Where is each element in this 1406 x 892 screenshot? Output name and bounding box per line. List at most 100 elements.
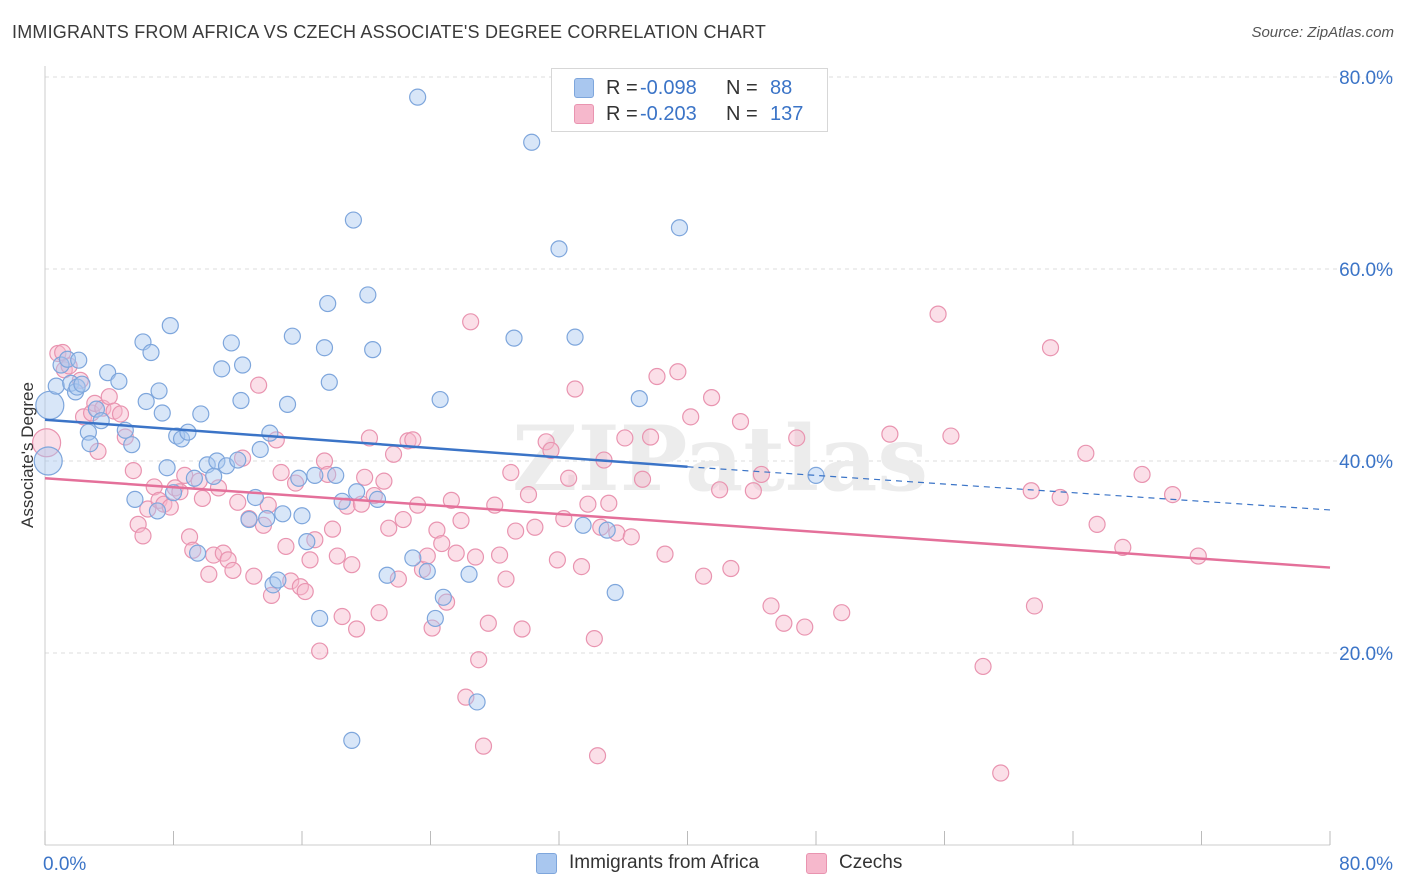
africa-point bbox=[92, 412, 110, 430]
africa-point bbox=[33, 446, 63, 476]
czechs-point bbox=[942, 427, 960, 445]
africa-point bbox=[274, 505, 292, 523]
trend-lines bbox=[44, 418, 1331, 569]
legend-item-czechs[interactable]: Czechs bbox=[806, 852, 902, 874]
czechs-point bbox=[124, 462, 142, 480]
czechs-point bbox=[286, 474, 305, 492]
czechs-point bbox=[669, 363, 687, 381]
czechs-point bbox=[641, 428, 660, 446]
y-tick-label: 60.0% bbox=[1339, 260, 1393, 281]
africa-point bbox=[460, 565, 478, 583]
africa-point bbox=[269, 571, 287, 589]
czechs-point bbox=[277, 537, 295, 556]
africa-point bbox=[306, 466, 324, 484]
czechs-point bbox=[537, 433, 555, 451]
y-axis-label: Associate's Degree bbox=[18, 382, 37, 528]
czechs-point bbox=[722, 559, 740, 578]
africa-point bbox=[566, 328, 584, 346]
africa-point bbox=[47, 377, 65, 395]
africa-point bbox=[574, 516, 592, 534]
czechs-point bbox=[566, 380, 584, 398]
czechs-point bbox=[1163, 486, 1182, 504]
source-label: Source: ZipAtlas.com bbox=[1251, 24, 1394, 41]
legend-item-africa[interactable]: Immigrants from Africa bbox=[536, 852, 759, 874]
czechs-point bbox=[229, 493, 247, 511]
czechs-point bbox=[370, 604, 388, 622]
czechs-point bbox=[219, 551, 237, 569]
africa-point bbox=[168, 427, 186, 445]
czechs-point bbox=[389, 570, 407, 588]
africa-point bbox=[505, 329, 523, 347]
czechs-point bbox=[788, 429, 806, 447]
legend-swatch-africa bbox=[574, 78, 594, 98]
czechs-point bbox=[633, 470, 652, 488]
r-value: -0.203 bbox=[640, 102, 697, 125]
r-label: R = bbox=[606, 102, 638, 125]
czechs-point bbox=[272, 463, 290, 482]
africa-point bbox=[188, 544, 207, 562]
n-value: 88 bbox=[770, 76, 793, 99]
africa-point bbox=[434, 588, 452, 606]
czechs-point bbox=[343, 556, 361, 574]
series-legend: Immigrants from Africa Czechs bbox=[0, 852, 1406, 878]
czechs-point bbox=[542, 441, 560, 460]
africa-point bbox=[153, 404, 171, 422]
africa-point bbox=[137, 392, 155, 411]
africa-point bbox=[343, 731, 361, 749]
czechs-point bbox=[519, 486, 538, 504]
czechs-point bbox=[992, 764, 1010, 782]
czechs-point bbox=[470, 651, 488, 669]
africa-point bbox=[606, 583, 624, 602]
czechs-point bbox=[462, 313, 480, 331]
czechs-point bbox=[394, 510, 412, 529]
czechs-point bbox=[296, 582, 314, 601]
czechs-point bbox=[648, 367, 666, 386]
czechs-point bbox=[656, 545, 674, 563]
tick-labels: 20.0% 40.0% 60.0% 80.0% 0.0% 80.0% bbox=[43, 68, 1393, 875]
africa-trend-line bbox=[44, 418, 688, 469]
r-label: R = bbox=[606, 76, 638, 99]
czechs-point bbox=[833, 604, 851, 622]
africa-point bbox=[404, 549, 422, 567]
africa-point bbox=[213, 360, 231, 378]
czechs-point bbox=[622, 528, 640, 546]
czechs-point bbox=[200, 565, 218, 583]
czechs-point bbox=[548, 551, 566, 569]
africa-point bbox=[409, 88, 427, 106]
czechs-point bbox=[315, 452, 334, 470]
africa-point bbox=[278, 395, 297, 413]
africa-point bbox=[368, 490, 387, 508]
czechs-point bbox=[176, 466, 194, 484]
legend-swatch-africa bbox=[536, 852, 557, 874]
x-tick-label: 80.0% bbox=[1339, 854, 1393, 875]
africa-point bbox=[81, 435, 99, 453]
x-tick-label: 0.0% bbox=[43, 854, 86, 875]
legend-row-africa: R = -0.098 N = 88 bbox=[574, 75, 792, 101]
africa-point bbox=[418, 562, 436, 581]
africa-point bbox=[222, 334, 240, 352]
czechs-point bbox=[442, 491, 460, 509]
y-tick-label: 20.0% bbox=[1339, 644, 1393, 665]
africa-point bbox=[468, 693, 486, 711]
czechs-point bbox=[452, 511, 470, 530]
czechs-point bbox=[259, 496, 277, 514]
czechs-point bbox=[929, 305, 947, 323]
czechs-point bbox=[711, 481, 729, 499]
africa-point bbox=[205, 467, 223, 485]
africa-point bbox=[150, 382, 168, 400]
africa-point bbox=[264, 576, 282, 594]
czechs-point bbox=[301, 551, 319, 569]
africa-point bbox=[320, 373, 338, 391]
czechs-point bbox=[466, 548, 485, 566]
africa-point bbox=[161, 317, 179, 335]
czechs-point bbox=[1133, 465, 1151, 484]
africa-point bbox=[290, 469, 308, 487]
czechs-point bbox=[380, 519, 398, 537]
czechs-point bbox=[1022, 482, 1040, 500]
czechs-point bbox=[752, 465, 770, 484]
czechs-point bbox=[702, 389, 721, 407]
africa-point bbox=[315, 339, 334, 357]
africa-point bbox=[229, 451, 247, 469]
africa-point bbox=[232, 391, 250, 410]
africa-point bbox=[327, 466, 345, 484]
